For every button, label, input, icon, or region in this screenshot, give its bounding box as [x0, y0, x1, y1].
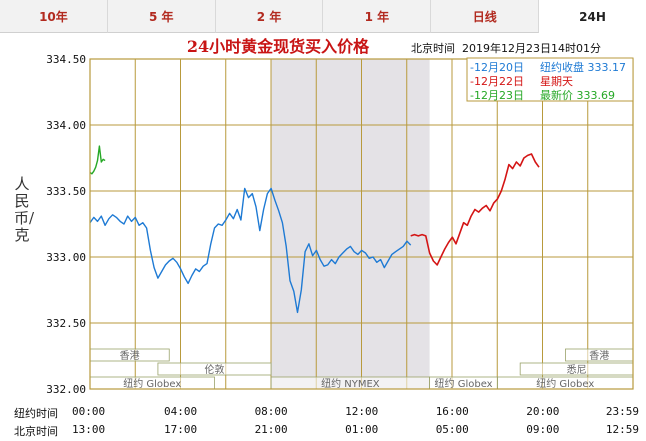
- x-tick-label: 23:59: [606, 405, 639, 418]
- legend-text: 最新价 333.69: [540, 88, 615, 102]
- tab-daily[interactable]: 日线: [431, 0, 540, 33]
- y-axis-label: 人民币/克: [14, 175, 35, 244]
- y-tick-label: 333.50: [46, 185, 86, 198]
- x-tick-label: 13:00: [72, 423, 105, 436]
- session-bar: [157, 362, 272, 376]
- ny-time-label: 纽约时间: [14, 407, 58, 420]
- y-tick-label: 332.00: [46, 383, 86, 396]
- legend: -12月20日 纽约收盘 333.17 -12月22日 星期天 -12月23日 最新价 3…: [466, 57, 634, 102]
- session-label: 纽约 Globex: [435, 377, 493, 390]
- y-tick-label: 334.50: [46, 53, 86, 66]
- legend-date: -12月20日: [470, 61, 524, 74]
- x-tick-label: 00:00: [72, 405, 105, 418]
- legend-box: [466, 57, 634, 102]
- x-tick-label: 20:00: [526, 405, 559, 418]
- legend-date: -12月22日: [470, 75, 524, 88]
- tab-24h[interactable]: 24H: [539, 0, 646, 33]
- y-tick-label: 332.50: [46, 317, 86, 330]
- series-line-12月23日: [89, 145, 106, 175]
- chart-grid: [89, 58, 634, 390]
- x-tick-label: 05:00: [436, 423, 469, 436]
- session-label: 悉尼: [567, 364, 587, 376]
- legend-text: 纽约收盘 333.17: [540, 60, 626, 74]
- y-axis-ticks: 334.50 334.00 333.50 333.00 332.50 332.00: [46, 53, 86, 396]
- bj-time-label: 北京时间: [14, 425, 58, 438]
- session-label: 香港: [589, 350, 609, 362]
- series-line-12月20日: [89, 187, 412, 314]
- nymex-highlight-band: [271, 59, 430, 389]
- timestamp: 北京时间 2019年12月23日14时01分: [411, 41, 601, 55]
- session-label: 伦敦: [205, 363, 225, 376]
- tab-10y[interactable]: 10年: [0, 0, 108, 33]
- period-tabs: 10年 5 年 2 年 1 年 日线 24H: [0, 0, 646, 33]
- session-label: 纽约 Globex: [123, 377, 181, 390]
- tab-5y[interactable]: 5 年: [107, 0, 216, 33]
- x-tick-label: 12:59: [606, 423, 639, 436]
- plot-frame: [89, 58, 634, 390]
- session-label: 纽约 NYMEX: [321, 377, 380, 390]
- x-tick-label: 04:00: [164, 405, 197, 418]
- series-line-12月22日: [410, 153, 540, 266]
- tab-2y[interactable]: 2 年: [215, 0, 324, 33]
- x-tick-label: 21:00: [255, 423, 288, 436]
- y-tick-label: 333.00: [46, 251, 86, 264]
- session-label: 香港: [120, 350, 140, 362]
- y-tick-label: 334.00: [46, 119, 86, 132]
- x-tick-label: 09:00: [526, 423, 559, 436]
- x-tick-label: 17:00: [164, 423, 197, 436]
- legend-date: -12月23日: [470, 89, 524, 102]
- session-label: 纽约 Globex: [536, 377, 594, 390]
- x-axis-ticks: 00:00 04:00 08:00 12:00 16:00 20:00 23:59 13:00…: [72, 405, 639, 436]
- chart-title: 24小时黄金现货买入价格: [187, 37, 370, 56]
- x-tick-label: 01:00: [345, 423, 378, 436]
- tab-1y[interactable]: 1 年: [323, 0, 432, 33]
- x-tick-label: 16:00: [436, 405, 469, 418]
- price-series: [89, 145, 540, 314]
- legend-text: 星期天: [540, 75, 573, 88]
- x-tick-label: 12:00: [345, 405, 378, 418]
- x-tick-label: 08:00: [255, 405, 288, 418]
